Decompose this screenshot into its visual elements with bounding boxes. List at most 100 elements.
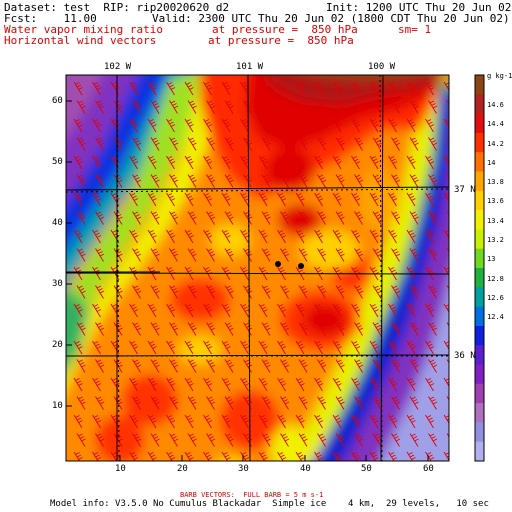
field2-name: Horizontal wind vectors: [4, 34, 157, 47]
wind-barb: [206, 359, 216, 373]
wind-barb: [428, 211, 438, 225]
wind-barb: [428, 248, 438, 262]
wind-barb: [243, 322, 253, 336]
wind-barb: [425, 155, 435, 170]
colorbar-swatch: [475, 75, 484, 95]
wind-barb: [169, 359, 179, 373]
wind-barb: [351, 81, 361, 96]
wind-barb: [95, 100, 105, 114]
colorbar-swatch: [475, 190, 484, 211]
wind-barb: [76, 322, 86, 336]
wind-barb: [443, 155, 449, 165]
wind-barb: [298, 322, 308, 336]
wind-barb: [406, 451, 416, 461]
wind-barb: [388, 303, 398, 318]
wind-barb: [425, 192, 435, 207]
wind-barb: [372, 359, 382, 373]
wind-barb: [428, 396, 438, 410]
wind-barb: [129, 414, 139, 429]
wind-barb: [388, 451, 398, 461]
wind-barb: [203, 155, 213, 170]
wind-barb: [335, 285, 345, 299]
wind-barb: [277, 340, 287, 355]
wind-barb: [169, 174, 179, 188]
wind-barb: [147, 192, 157, 207]
frame-ticks: [66, 100, 429, 461]
colorbar-swatch: [475, 287, 484, 308]
wind-barb: [298, 285, 308, 299]
lon-label-101w: 101 W: [236, 62, 264, 72]
wind-barb: [95, 433, 105, 447]
wind-barb: [317, 433, 327, 447]
wind-barb: [203, 303, 213, 318]
wind-barb: [406, 155, 416, 170]
wind-barb: [258, 229, 268, 244]
wind-barb: [277, 229, 287, 244]
wind-barb: [372, 137, 382, 151]
wind-barb: [147, 303, 157, 318]
wind-barb: [351, 118, 361, 133]
wind-barb: [221, 81, 231, 96]
wind-barb: [132, 396, 142, 410]
wind-barb: [332, 303, 342, 318]
wind-barb: [206, 100, 216, 114]
wind-barb: [332, 192, 342, 207]
wind-barb: [277, 303, 287, 318]
wind-barb: [92, 377, 102, 392]
wind-barb: [76, 137, 86, 151]
wind-barb: [132, 174, 142, 188]
wind-barb: [317, 137, 327, 151]
wind-barb: [409, 100, 419, 114]
wind-barb: [428, 322, 438, 336]
wind-barb: [369, 414, 379, 429]
wind-barb: [169, 211, 179, 225]
wind-barb: [443, 192, 449, 202]
wind-barb: [388, 229, 398, 244]
wind-barb: [129, 229, 139, 244]
wind-barb: [129, 118, 139, 133]
wind-barb: [166, 451, 176, 461]
wind-barb: [391, 285, 401, 299]
wind-barb: [295, 192, 305, 207]
wind-barb: [261, 396, 271, 410]
colorbar-label: 12.4: [487, 313, 504, 322]
colorbar-swatch: [475, 364, 484, 385]
wind-barb: [332, 451, 342, 461]
model-info: Model info: V3.5.0 No Cumulus Blackadar …: [50, 499, 489, 509]
wind-barb: [372, 211, 382, 225]
lon-label-102w: 102 W: [104, 62, 132, 72]
wind-barb: [443, 377, 449, 387]
wind-barb: [187, 211, 197, 225]
wind-barb: [372, 174, 382, 188]
colorbar-swatch: [475, 132, 484, 153]
field1-level: at pressure = 850 hPa: [212, 23, 358, 36]
wind-barb: [147, 340, 157, 355]
colorbar-label: 14: [487, 158, 496, 167]
wind-barb: [203, 377, 213, 392]
wind-barb: [76, 174, 86, 188]
wind-barb: [295, 340, 305, 355]
wind-barb: [391, 248, 401, 262]
wind-barb: [335, 359, 345, 373]
wind-barb: [280, 174, 290, 188]
wind-barb: [406, 303, 416, 318]
wind-barb: [332, 81, 342, 96]
wind-barb: [261, 433, 271, 447]
wind-barb: [129, 81, 139, 96]
wind-barb: [206, 396, 216, 410]
wind-barb: [132, 359, 142, 373]
wind-barb: [388, 155, 398, 170]
wind-barb: [314, 229, 324, 244]
wind-barb: [92, 451, 102, 461]
wind-barb: [354, 137, 364, 151]
wind-barb: [203, 118, 213, 133]
wind-barb: [369, 377, 379, 392]
wind-barb: [261, 285, 271, 299]
wind-barb: [388, 118, 398, 133]
wind-barb: [221, 451, 231, 461]
wind-barb: [295, 303, 305, 318]
valid-time: Valid: 2300 UTC Thu 20 Jun 02 (1800 CDT …: [152, 12, 510, 25]
wind-barb: [187, 137, 197, 151]
wind-barb: [224, 433, 234, 447]
wind-barb: [166, 303, 176, 318]
